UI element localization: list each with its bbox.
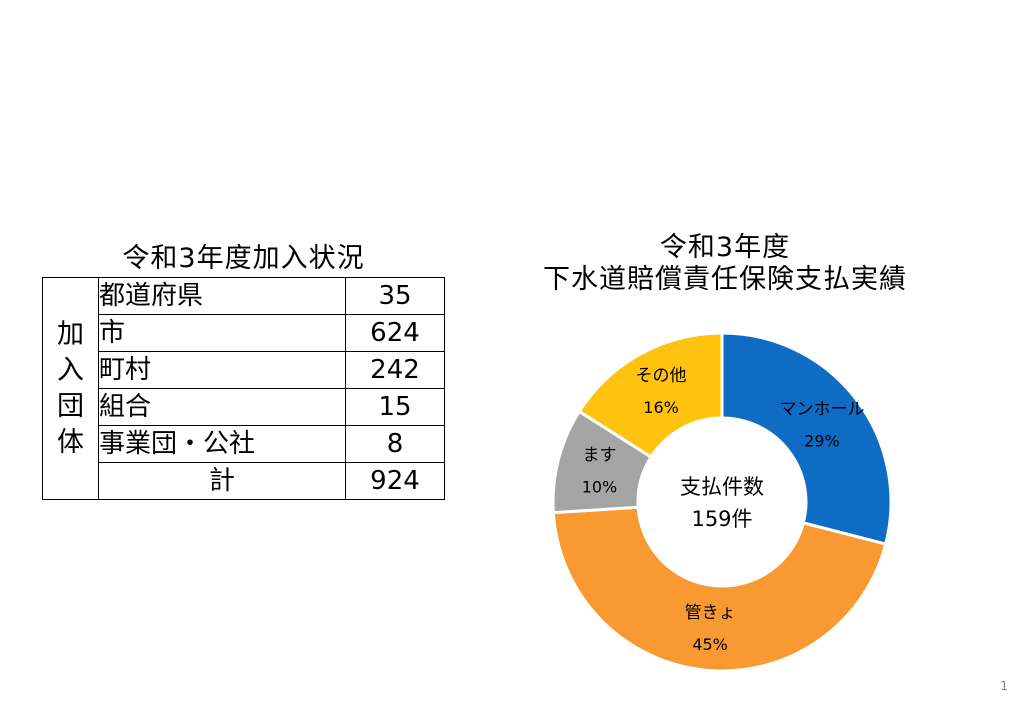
row-value: 8 — [345, 425, 445, 463]
group-label-char: 入 — [57, 354, 84, 386]
other-slice — [577, 331, 724, 460]
total-value: 924 — [345, 462, 445, 500]
table-total-row: 計 924 — [43, 462, 445, 500]
donut-labels: マンホール 29% 管きょ 45% ます 10% その他 16% — [582, 366, 865, 654]
slice-percent-label: 16% — [643, 398, 679, 417]
row-value: 624 — [345, 314, 445, 352]
group-label-char: 加 — [57, 318, 84, 350]
chart-title: 令和3年度 下水道賠償責任保険支払実績 — [490, 232, 960, 296]
table-row: 加 入 団 体 都道府県 35 — [42, 277, 445, 500]
slice-name-label: その他 — [636, 366, 687, 386]
group-label-cell: 加 入 団 体 — [42, 277, 99, 500]
chart-title-line2: 下水道賠償責任保険支払実績 — [543, 264, 907, 295]
donut-slices — [551, 331, 893, 673]
table-title: 令和3年度加入状況 — [122, 243, 365, 274]
slice-name-label: ます — [582, 446, 616, 466]
slice-percent-label: 10% — [582, 478, 618, 497]
row-label: 事業団・公社 — [98, 425, 346, 463]
group-label-char: 団 — [57, 390, 84, 422]
membership-table: 加 入 団 体 都道府県 35 市 624 町村 242 組合 15 事業団・公… — [42, 277, 445, 500]
pipe-slice — [551, 505, 888, 673]
center-label-line1: 支払件数 — [680, 475, 764, 499]
page-number: 1 — [1000, 679, 1008, 693]
slice-name-label: マンホール — [779, 399, 864, 419]
table-row: 事業団・公社 8 — [43, 425, 445, 463]
slice-name-label: 管きょ — [685, 603, 736, 623]
row-label: 都道府県 — [98, 277, 346, 315]
row-value: 35 — [345, 277, 445, 315]
table-row: 市 624 — [43, 314, 445, 352]
slice-percent-label: 45% — [692, 635, 728, 654]
row-value: 242 — [345, 351, 445, 389]
group-label-char: 体 — [57, 426, 84, 458]
row-value: 15 — [345, 388, 445, 426]
manhole-slice — [720, 331, 893, 546]
center-label-line2: 159件 — [691, 507, 752, 531]
row-label: 市 — [98, 314, 346, 352]
chart-title-line1: 令和3年度 — [659, 232, 791, 263]
total-label: 計 — [98, 462, 346, 500]
slice-percent-label: 29% — [804, 431, 840, 450]
